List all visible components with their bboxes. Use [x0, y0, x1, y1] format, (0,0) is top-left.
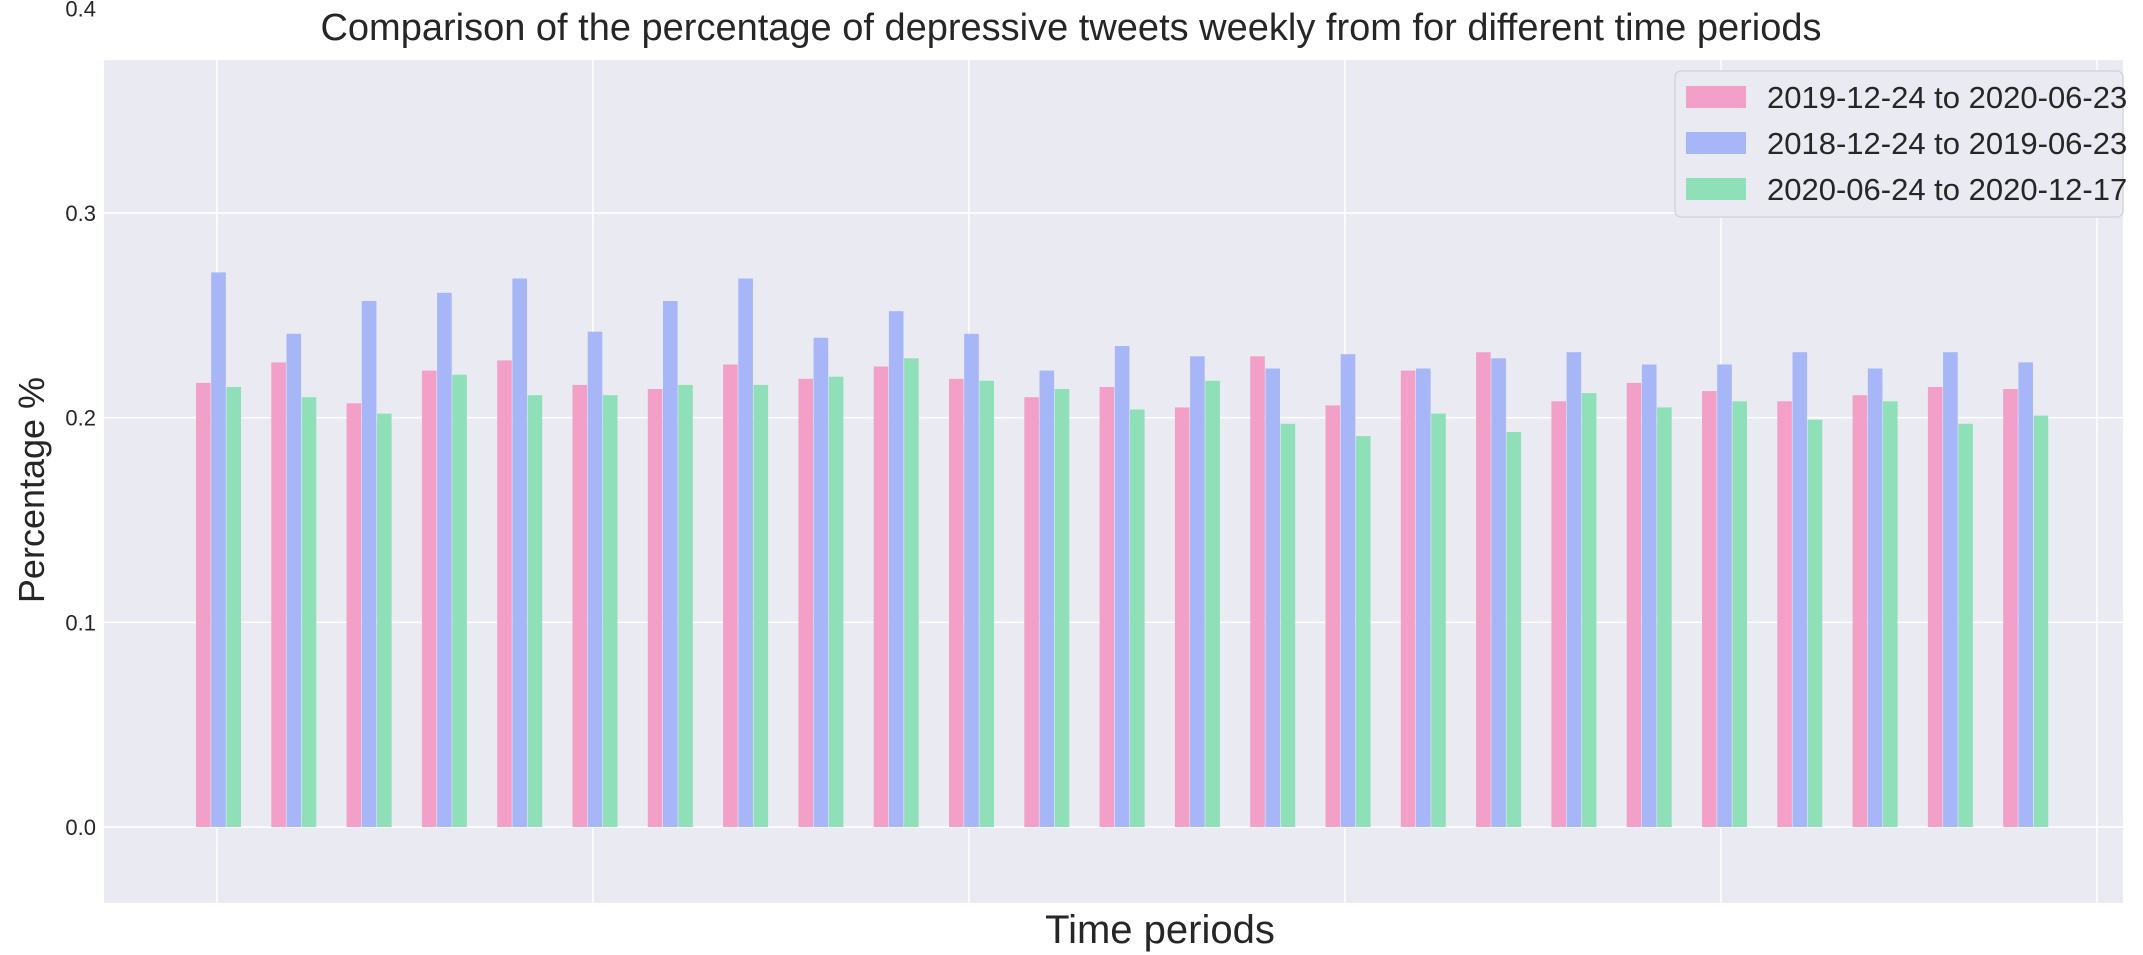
bar-series2-cat16	[1431, 413, 1446, 827]
bar-series1-cat24	[2018, 362, 2033, 827]
bar-series2-cat15	[1355, 436, 1371, 827]
bar-series0-cat11	[1024, 397, 1039, 827]
bar-series1-cat14	[1265, 368, 1280, 827]
bar-series1-cat16	[1416, 368, 1431, 827]
bar-series1-cat9	[888, 311, 904, 827]
legend-swatch-1	[1686, 132, 1746, 154]
y-tick-labels: 0.00.10.20.30.40.5	[65, 0, 96, 840]
bar-series0-cat19	[1626, 382, 1642, 827]
bar-series2-cat4	[527, 395, 543, 827]
bar-series1-cat10	[964, 333, 979, 827]
bar-series1-cat1	[286, 333, 302, 827]
bar-series2-cat11	[1054, 389, 1070, 827]
bar-series1-cat0	[211, 272, 226, 827]
bar-series2-cat5	[602, 395, 618, 827]
bar-series1-cat2	[361, 301, 377, 827]
legend-swatch-0	[1686, 86, 1746, 108]
bar-series0-cat4	[497, 360, 512, 827]
y-tick-label: 0.4	[65, 0, 96, 21]
bar-series1-cat21	[1792, 352, 1808, 827]
legend-label-2: 2020-06-24 to 2020-12-17	[1767, 172, 2127, 207]
bar-series0-cat18	[1551, 401, 1566, 827]
bar-series2-cat23	[1958, 423, 1973, 827]
bar-series1-cat20	[1717, 364, 1732, 827]
bar-series2-cat24	[2033, 415, 2049, 827]
bar-series0-cat13	[1174, 407, 1190, 827]
bar-series1-cat13	[1190, 356, 1205, 827]
legend-swatch-2	[1686, 178, 1746, 200]
bar-series0-cat20	[1702, 391, 1717, 827]
bar-series2-cat3	[452, 374, 467, 827]
bar-series0-cat5	[572, 384, 588, 827]
bar-series1-cat11	[1039, 370, 1055, 827]
bar-series2-cat9	[904, 358, 919, 827]
y-tick-label: 0.2	[65, 406, 96, 431]
bar-series0-cat8	[798, 378, 813, 827]
bar-series0-cat1	[271, 362, 286, 827]
legend-label-0: 2019-12-24 to 2020-06-23	[1767, 80, 2127, 115]
bar-series0-cat0	[196, 382, 211, 827]
bar-series0-cat7	[723, 364, 738, 827]
bar-series0-cat23	[1927, 387, 1943, 827]
bar-series0-cat17	[1476, 352, 1491, 827]
legend-box	[1674, 70, 2124, 218]
bar-series2-cat18	[1581, 393, 1597, 827]
bar-series0-cat15	[1325, 405, 1341, 827]
bar-series2-cat22	[1883, 401, 1898, 827]
bar-series1-cat19	[1641, 364, 1657, 827]
bar-series0-cat12	[1099, 387, 1115, 827]
bar-series1-cat4	[512, 278, 527, 827]
bar-series1-cat17	[1491, 358, 1506, 827]
bar-series1-cat12	[1114, 346, 1130, 827]
bar-series0-cat2	[346, 403, 362, 827]
y-axis-label: Percentage %	[11, 377, 52, 603]
bar-series2-cat8	[828, 376, 844, 827]
bar-series0-cat6	[647, 389, 663, 827]
bar-series1-cat18	[1566, 352, 1582, 827]
bar-series0-cat21	[1777, 401, 1792, 827]
bar-series2-cat7	[753, 384, 769, 827]
bar-series0-cat24	[2003, 389, 2018, 827]
x-axis-label: Time periods	[1045, 908, 1275, 952]
bar-series2-cat1	[301, 397, 317, 827]
legend-label-1: 2018-12-24 to 2019-06-23	[1767, 126, 2127, 161]
legend: 2019-12-24 to 2020-06-23 2018-12-24 to 2…	[1674, 70, 2127, 218]
y-tick-label: 0.0	[65, 815, 96, 840]
bar-series0-cat9	[873, 366, 889, 827]
bar-series2-cat14	[1280, 423, 1296, 827]
chart-title: Comparison of the percentage of depressi…	[320, 7, 1821, 49]
bar-series1-cat6	[663, 301, 678, 827]
bar-series1-cat8	[813, 337, 829, 827]
bar-series0-cat22	[1852, 395, 1868, 827]
bar-series1-cat7	[738, 278, 753, 827]
bar-series2-cat17	[1506, 432, 1522, 827]
bar-series2-cat2	[377, 413, 392, 827]
y-tick-label: 0.1	[65, 610, 96, 635]
bar-series1-cat23	[1943, 352, 1958, 827]
bar-series1-cat22	[1867, 368, 1883, 827]
bar-series1-cat3	[437, 292, 452, 827]
bar-series2-cat10	[979, 380, 994, 827]
bar-series2-cat21	[1807, 419, 1823, 827]
bar-series2-cat6	[678, 384, 693, 827]
bar-series0-cat16	[1400, 370, 1416, 827]
bar-series1-cat15	[1340, 354, 1356, 827]
bar-series2-cat13	[1205, 380, 1220, 827]
bar-series2-cat19	[1657, 407, 1672, 827]
bar-series2-cat20	[1732, 401, 1747, 827]
bar-series0-cat10	[949, 378, 964, 827]
bar-series2-cat12	[1130, 409, 1145, 827]
y-tick-label: 0.3	[65, 201, 96, 226]
bar-series0-cat14	[1250, 356, 1265, 827]
bar-series2-cat0	[226, 387, 241, 827]
bars	[196, 272, 2049, 827]
bar-series0-cat3	[421, 370, 437, 827]
bar-series1-cat5	[587, 331, 603, 827]
